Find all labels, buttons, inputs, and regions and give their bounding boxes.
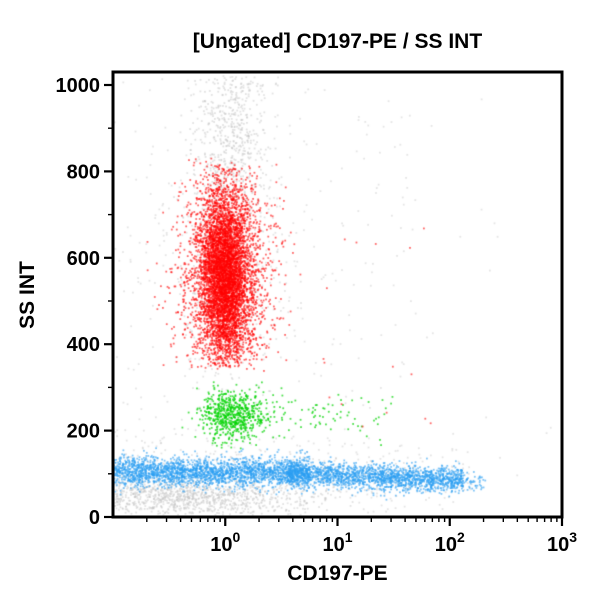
y-tick-label: 1000 [56, 75, 101, 97]
x-tick-label: 103 [547, 529, 577, 556]
y-tick-label: 600 [67, 248, 100, 270]
y-tick-label: 200 [67, 421, 100, 443]
x-axis-label: CD197-PE [287, 562, 388, 585]
y-tick-label: 400 [67, 334, 100, 356]
y-axis-label: SS INT [16, 261, 39, 329]
plot-frame [111, 70, 564, 519]
x-tick-label: 101 [322, 529, 352, 556]
y-tick-label: 800 [67, 161, 100, 183]
y-tick-label: 0 [89, 507, 100, 529]
x-tick-label: 102 [435, 529, 465, 556]
x-tick-label: 100 [210, 529, 240, 556]
